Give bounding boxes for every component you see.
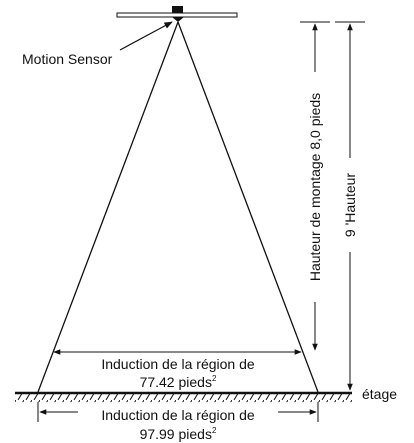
floor bbox=[15, 391, 352, 402]
ceiling-fixture bbox=[116, 6, 238, 22]
inner-area-line2: 77.42 pieds2 bbox=[140, 374, 217, 390]
outer-area-line2: 97.99 pieds2 bbox=[140, 426, 217, 442]
outer-area-value: 97.99 pieds bbox=[140, 426, 212, 442]
floor-label: étage bbox=[362, 386, 397, 402]
total-height-dimension bbox=[335, 21, 365, 391]
mount-height-dimension bbox=[300, 21, 330, 351]
inner-area-value: 77.42 pieds bbox=[140, 374, 212, 390]
inner-area-sup: 2 bbox=[212, 374, 217, 383]
sensor-label: Motion Sensor bbox=[22, 51, 113, 67]
outer-area-sup: 2 bbox=[212, 426, 217, 435]
sensor-pointer bbox=[119, 21, 173, 51]
total-height-label: 9 'Hauteur bbox=[342, 173, 358, 237]
cone bbox=[37, 21, 319, 393]
inner-area-line1: Induction de la région de bbox=[101, 356, 255, 372]
mount-height-label: Hauteur de montage 8,0 pieds bbox=[307, 93, 323, 281]
outer-area-line1: Induction de la région de bbox=[101, 407, 255, 423]
outer-area-dimension bbox=[37, 402, 319, 422]
